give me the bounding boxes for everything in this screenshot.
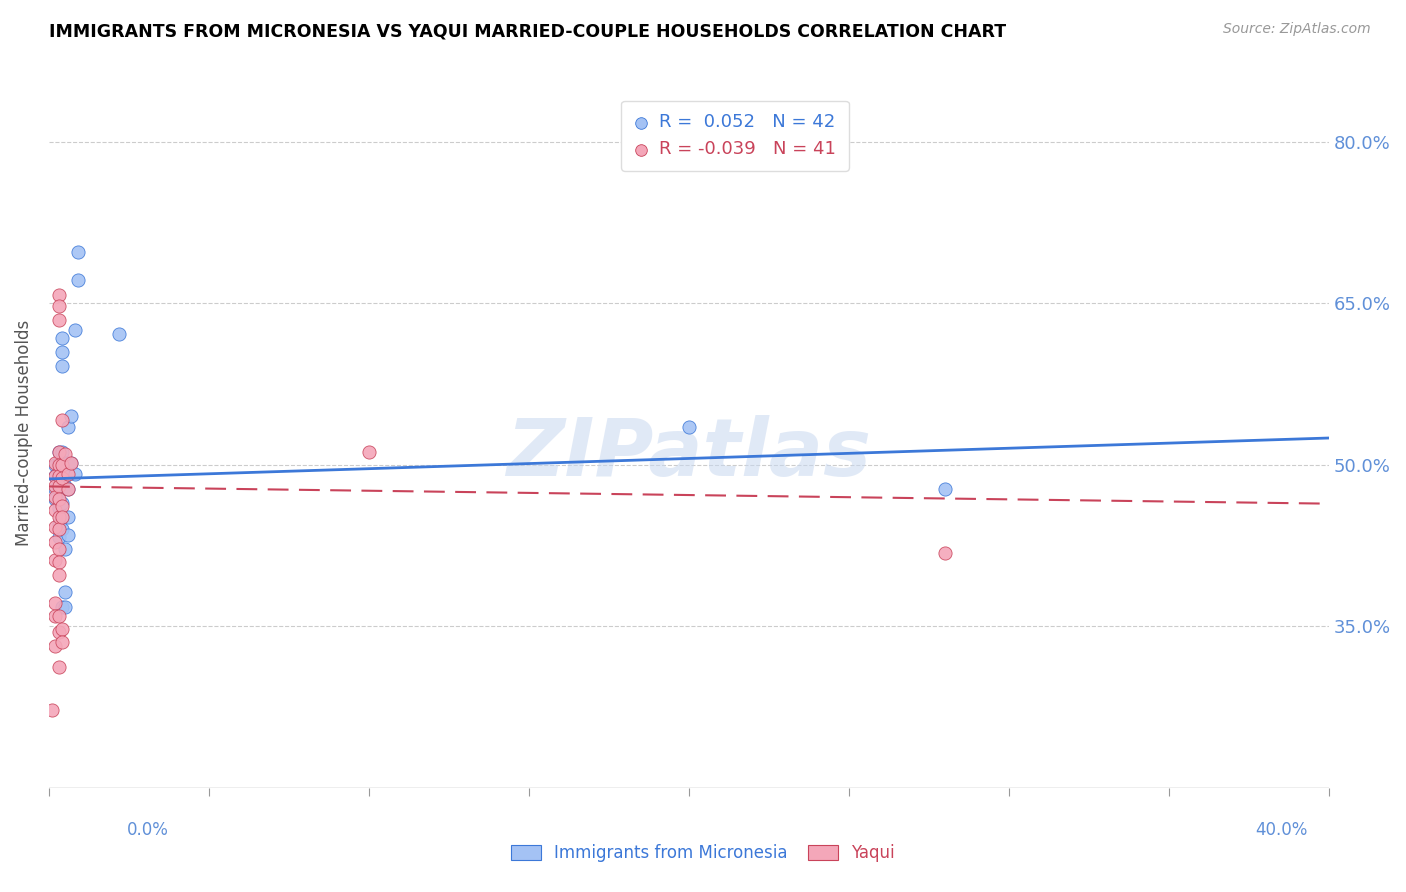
- Point: [48, 445, 70, 459]
- Text: 0.0%: 0.0%: [127, 821, 169, 838]
- Point: [56, 482, 79, 496]
- Point: [44, 458, 66, 472]
- Point: [66, 244, 89, 259]
- Point: [44, 596, 66, 610]
- Point: [56, 482, 79, 496]
- Point: [44, 492, 66, 507]
- Point: [51, 622, 73, 636]
- Legend: Immigrants from Micronesia, Yaqui: Immigrants from Micronesia, Yaqui: [503, 836, 903, 871]
- Point: [48, 482, 70, 496]
- Point: [51, 509, 73, 524]
- Point: [51, 599, 73, 614]
- Point: [51, 456, 73, 470]
- Point: [44, 503, 66, 517]
- Point: [51, 458, 73, 472]
- Text: Source: ZipAtlas.com: Source: ZipAtlas.com: [1223, 22, 1371, 37]
- Point: [44, 468, 66, 483]
- Point: [48, 467, 70, 481]
- Point: [48, 517, 70, 532]
- Point: [51, 499, 73, 513]
- Point: [48, 660, 70, 674]
- Point: [51, 468, 73, 483]
- Point: [51, 635, 73, 649]
- Point: [48, 468, 70, 483]
- Point: [48, 312, 70, 326]
- Point: [48, 523, 70, 537]
- Point: [56, 456, 79, 470]
- Point: [48, 456, 70, 470]
- Point: [44, 608, 66, 623]
- Point: [51, 413, 73, 427]
- Point: [51, 359, 73, 373]
- Point: [56, 467, 79, 481]
- Point: [48, 492, 70, 507]
- Point: [53, 541, 76, 556]
- Text: ZIPatlas: ZIPatlas: [506, 415, 872, 493]
- Point: [357, 445, 380, 459]
- Point: [60, 456, 83, 470]
- Point: [53, 447, 76, 461]
- Point: [44, 468, 66, 483]
- Point: [678, 420, 700, 434]
- Point: [53, 468, 76, 483]
- Point: [60, 456, 83, 470]
- Point: [56, 420, 79, 434]
- Point: [44, 552, 66, 566]
- Point: [63, 467, 86, 481]
- Point: [44, 479, 66, 493]
- Point: [48, 288, 70, 302]
- Point: [51, 523, 73, 537]
- Point: [934, 482, 956, 496]
- Point: [51, 471, 73, 485]
- Point: [48, 555, 70, 569]
- Point: [66, 273, 89, 287]
- Point: [51, 495, 73, 509]
- Point: [60, 409, 83, 424]
- Point: [48, 567, 70, 582]
- Point: [51, 331, 73, 345]
- Point: [56, 509, 79, 524]
- Point: [934, 546, 956, 560]
- Point: [44, 482, 66, 496]
- Point: [44, 535, 66, 549]
- Point: [48, 479, 70, 493]
- Point: [48, 500, 70, 515]
- Point: [108, 326, 131, 341]
- Point: [48, 458, 70, 472]
- Point: [48, 299, 70, 313]
- Point: [53, 599, 76, 614]
- Point: [63, 323, 86, 337]
- Point: [48, 509, 70, 524]
- Point: [51, 345, 73, 359]
- Legend: R =  0.052   N = 42, R = -0.039   N = 41: R = 0.052 N = 42, R = -0.039 N = 41: [621, 101, 849, 171]
- Point: [44, 639, 66, 653]
- Point: [56, 528, 79, 542]
- Point: [44, 520, 66, 534]
- Point: [44, 490, 66, 504]
- Point: [51, 445, 73, 459]
- Point: [48, 541, 70, 556]
- Point: [51, 482, 73, 496]
- Point: [48, 445, 70, 459]
- Point: [53, 456, 76, 470]
- Y-axis label: Married-couple Households: Married-couple Households: [15, 319, 32, 546]
- Text: IMMIGRANTS FROM MICRONESIA VS YAQUI MARRIED-COUPLE HOUSEHOLDS CORRELATION CHART: IMMIGRANTS FROM MICRONESIA VS YAQUI MARR…: [49, 22, 1007, 40]
- Point: [51, 509, 73, 524]
- Point: [44, 456, 66, 470]
- Point: [53, 479, 76, 493]
- Point: [48, 608, 70, 623]
- Point: [48, 530, 70, 544]
- Point: [48, 624, 70, 639]
- Point: [53, 585, 76, 599]
- Point: [41, 703, 63, 717]
- Text: 40.0%: 40.0%: [1256, 821, 1308, 838]
